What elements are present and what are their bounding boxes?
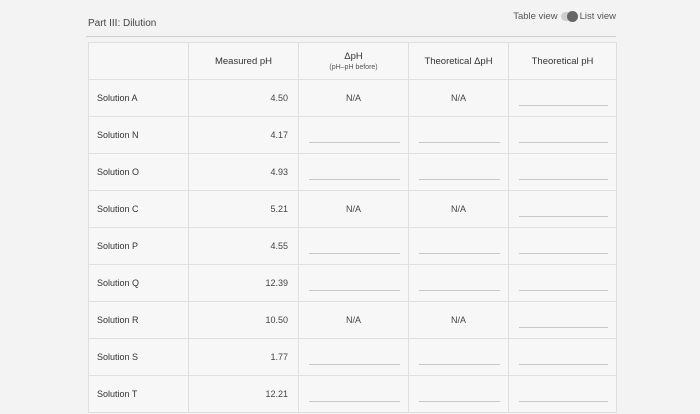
delta-ph-input[interactable]	[298, 264, 409, 302]
delta-ph-input[interactable]	[298, 338, 409, 376]
divider	[86, 36, 616, 37]
theoretical-ph-input[interactable]	[508, 190, 617, 228]
theoretical-ph-input[interactable]	[508, 153, 617, 191]
measured-ph-value: 1.77	[188, 338, 299, 376]
theoretical-delta-ph-input[interactable]	[408, 375, 509, 413]
theoretical-ph-input[interactable]	[508, 79, 617, 117]
measured-ph-value: 4.17	[188, 116, 299, 154]
delta-ph-input[interactable]	[298, 153, 409, 191]
input-underline	[419, 179, 500, 180]
header-theoretical-ph: Theoretical pH	[508, 42, 617, 80]
input-underline	[309, 290, 400, 291]
solution-name: Solution R	[88, 301, 189, 339]
input-underline	[519, 216, 608, 217]
table-header-row: Measured pH ΔpH (pH–pH before) Theoretica…	[88, 42, 617, 80]
solution-name: Solution T	[88, 375, 189, 413]
header-measured-ph: Measured pH	[188, 42, 299, 80]
delta-ph-input[interactable]	[298, 116, 409, 154]
theoretical-delta-ph-value: N/A	[408, 301, 509, 339]
table-row: Solution T 12.21	[88, 375, 617, 413]
solution-name: Solution P	[88, 227, 189, 265]
delta-ph-value: N/A	[298, 79, 409, 117]
solution-name: Solution A	[88, 79, 189, 117]
input-underline	[309, 401, 400, 402]
input-underline	[309, 253, 400, 254]
theoretical-delta-ph-input[interactable]	[408, 153, 509, 191]
view-toggle[interactable]: Table view List view	[513, 11, 616, 22]
input-underline	[519, 253, 608, 254]
table-row: Solution Q 12.39	[88, 264, 617, 302]
measured-ph-value: 10.50	[188, 301, 299, 339]
top-bar: Part III: Dilution Table view List view	[0, 0, 700, 36]
table-row: Solution A 4.50 N/A N/A	[88, 79, 617, 117]
dilution-table: Measured pH ΔpH (pH–pH before) Theoretica…	[88, 42, 617, 413]
section-title: Part III: Dilution	[88, 18, 157, 29]
delta-ph-input[interactable]	[298, 375, 409, 413]
theoretical-delta-ph-value: N/A	[408, 79, 509, 117]
solution-name: Solution N	[88, 116, 189, 154]
header-delta-ph-sub: (pH–pH before)	[329, 64, 378, 71]
measured-ph-value: 12.21	[188, 375, 299, 413]
input-underline	[519, 401, 608, 402]
solution-name: Solution Q	[88, 264, 189, 302]
input-underline	[519, 364, 608, 365]
table-row: Solution N 4.17	[88, 116, 617, 154]
input-underline	[419, 364, 500, 365]
table-row: Solution R 10.50 N/A N/A	[88, 301, 617, 339]
solution-name: Solution C	[88, 190, 189, 228]
theoretical-ph-input[interactable]	[508, 301, 617, 339]
input-underline	[419, 253, 500, 254]
theoretical-delta-ph-input[interactable]	[408, 338, 509, 376]
theoretical-delta-ph-input[interactable]	[408, 227, 509, 265]
theoretical-ph-input[interactable]	[508, 116, 617, 154]
solution-name: Solution S	[88, 338, 189, 376]
table-row: Solution C 5.21 N/A N/A	[88, 190, 617, 228]
input-underline	[309, 142, 400, 143]
measured-ph-value: 4.50	[188, 79, 299, 117]
input-underline	[309, 179, 400, 180]
measured-ph-value: 4.55	[188, 227, 299, 265]
measured-ph-value: 5.21	[188, 190, 299, 228]
view-toggle-switch[interactable]	[560, 11, 578, 22]
table-view-label[interactable]: Table view	[513, 11, 558, 22]
theoretical-ph-input[interactable]	[508, 227, 617, 265]
input-underline	[519, 290, 608, 291]
table-row: Solution S 1.77	[88, 338, 617, 376]
solution-name: Solution O	[88, 153, 189, 191]
theoretical-delta-ph-input[interactable]	[408, 116, 509, 154]
header-solution	[88, 42, 189, 80]
table-row: Solution P 4.55	[88, 227, 617, 265]
theoretical-ph-input[interactable]	[508, 264, 617, 302]
header-delta-ph: ΔpH (pH–pH before)	[298, 42, 409, 80]
input-underline	[419, 142, 500, 143]
measured-ph-value: 4.93	[188, 153, 299, 191]
delta-ph-value: N/A	[298, 301, 409, 339]
input-underline	[519, 179, 608, 180]
theoretical-delta-ph-value: N/A	[408, 190, 509, 228]
input-underline	[309, 364, 400, 365]
theoretical-ph-input[interactable]	[508, 375, 617, 413]
toggle-knob	[566, 11, 578, 22]
input-underline	[419, 401, 500, 402]
delta-ph-value: N/A	[298, 190, 409, 228]
input-underline	[519, 105, 608, 106]
input-underline	[519, 142, 608, 143]
measured-ph-value: 12.39	[188, 264, 299, 302]
table-row: Solution O 4.93	[88, 153, 617, 191]
theoretical-ph-input[interactable]	[508, 338, 617, 376]
list-view-label[interactable]: List view	[579, 11, 616, 22]
input-underline	[419, 290, 500, 291]
delta-ph-input[interactable]	[298, 227, 409, 265]
header-theoretical-delta-ph: Theoretical ΔpH	[408, 42, 509, 80]
input-underline	[519, 327, 608, 328]
theoretical-delta-ph-input[interactable]	[408, 264, 509, 302]
